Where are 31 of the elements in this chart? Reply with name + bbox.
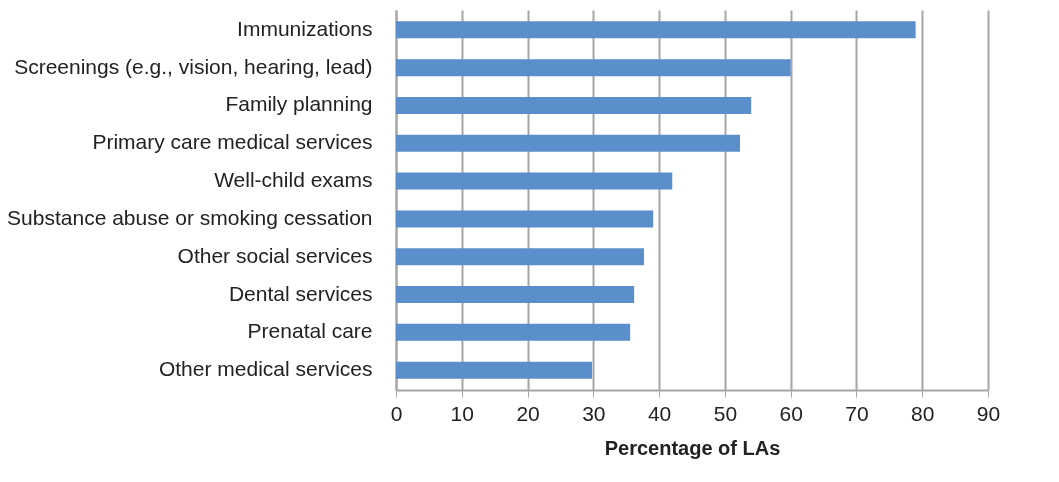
bar [396,96,752,114]
y-tick-label: Immunizations [237,16,373,40]
bar [396,286,635,304]
bar [396,21,916,39]
y-tick-label: Dental services [228,281,373,305]
y-tick-label: Well-child exams [214,168,373,192]
y-tick-label: Other medical services [158,357,373,381]
bar [396,323,631,341]
y-tick-label: Screenings (e.g., vision, hearing, lead) [14,54,373,78]
y-tick-label: Prenatal care [247,319,373,343]
x-tick-label: 0 [390,401,403,425]
y-tick-label: Family planning [225,92,373,116]
x-tick-label: 30 [582,401,606,425]
x-tick-label: 20 [516,401,540,425]
x-tick-label: 60 [779,401,803,425]
bar [396,210,654,228]
bar [396,172,673,190]
x-tick-label: 80 [911,401,935,425]
x-tick-label: 10 [450,401,474,425]
x-tick-label: 70 [845,401,869,425]
bar [396,248,644,266]
y-tick-label: Substance abuse or smoking cessation [7,205,373,229]
x-tick-label: 90 [976,401,1001,425]
x-tick-label: 50 [713,401,738,425]
x-axis-title: Percentage of LAs [604,436,781,459]
x-tick-label: 40 [647,401,672,425]
bar [396,134,741,152]
bar [396,59,791,77]
y-tick-label: Other social services [177,243,373,267]
y-tick-label: Primary care medical services [92,130,373,154]
bar [396,361,593,379]
